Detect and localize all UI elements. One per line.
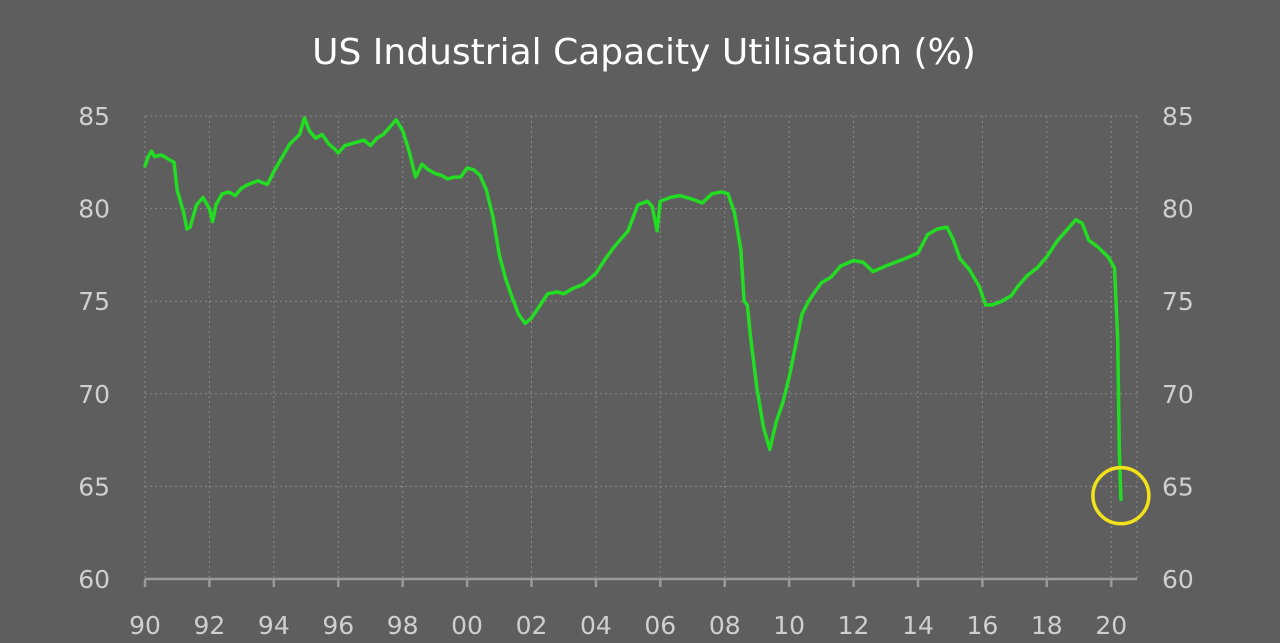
x-tick-label: 12 — [838, 611, 870, 640]
x-tick-label: 92 — [194, 611, 226, 640]
x-tick-label: 02 — [516, 611, 548, 640]
y-tick-label-right: 75 — [1162, 287, 1194, 316]
annotation-layer — [1091, 465, 1151, 526]
x-tick-label: 94 — [258, 611, 290, 640]
y-tick-label-left: 85 — [78, 102, 110, 131]
y-axis-left: 60 65 70 75 80 85 — [78, 102, 110, 594]
y-tick-label-right: 85 — [1162, 102, 1194, 131]
x-tick-label: 14 — [902, 611, 934, 640]
x-tick-label: 00 — [451, 611, 483, 640]
y-tick-label-left: 60 — [78, 565, 110, 594]
x-tick-label: 98 — [387, 611, 419, 640]
y-tick-label-right: 70 — [1162, 380, 1194, 409]
x-tick-label: 06 — [644, 611, 676, 640]
x-tick-label: 20 — [1095, 611, 1127, 640]
x-tick-label: 18 — [1031, 611, 1063, 640]
y-tick-label-right: 65 — [1162, 472, 1194, 501]
y-tick-label-right: 80 — [1162, 195, 1194, 224]
y-tick-label-right: 60 — [1162, 565, 1194, 594]
gridlines — [144, 115, 1138, 579]
highlight-circle — [1091, 465, 1151, 526]
y-axis-right: 60 65 70 75 80 85 — [1162, 102, 1194, 594]
x-axis-tick-labels: 90 92 94 96 98 00 02 04 06 08 10 12 14 16 18 20 — [129, 611, 1127, 640]
x-tick-label: 08 — [709, 611, 741, 640]
y-tick-label-left: 80 — [78, 195, 110, 224]
x-axis — [143, 577, 1137, 587]
series-line — [143, 116, 1123, 502]
series-layer — [143, 116, 1123, 502]
x-tick-label: 90 — [129, 611, 161, 640]
y-tick-label-left: 65 — [78, 472, 110, 501]
chart-title: US Industrial Capacity Utilisation (%) — [312, 32, 976, 73]
x-tick-label: 16 — [966, 611, 998, 640]
x-tick-label: 10 — [773, 611, 805, 640]
x-tick-label: 04 — [580, 611, 612, 640]
y-tick-label-left: 70 — [78, 380, 110, 409]
x-tick-label: 96 — [322, 611, 354, 640]
y-tick-label-left: 75 — [78, 287, 110, 316]
